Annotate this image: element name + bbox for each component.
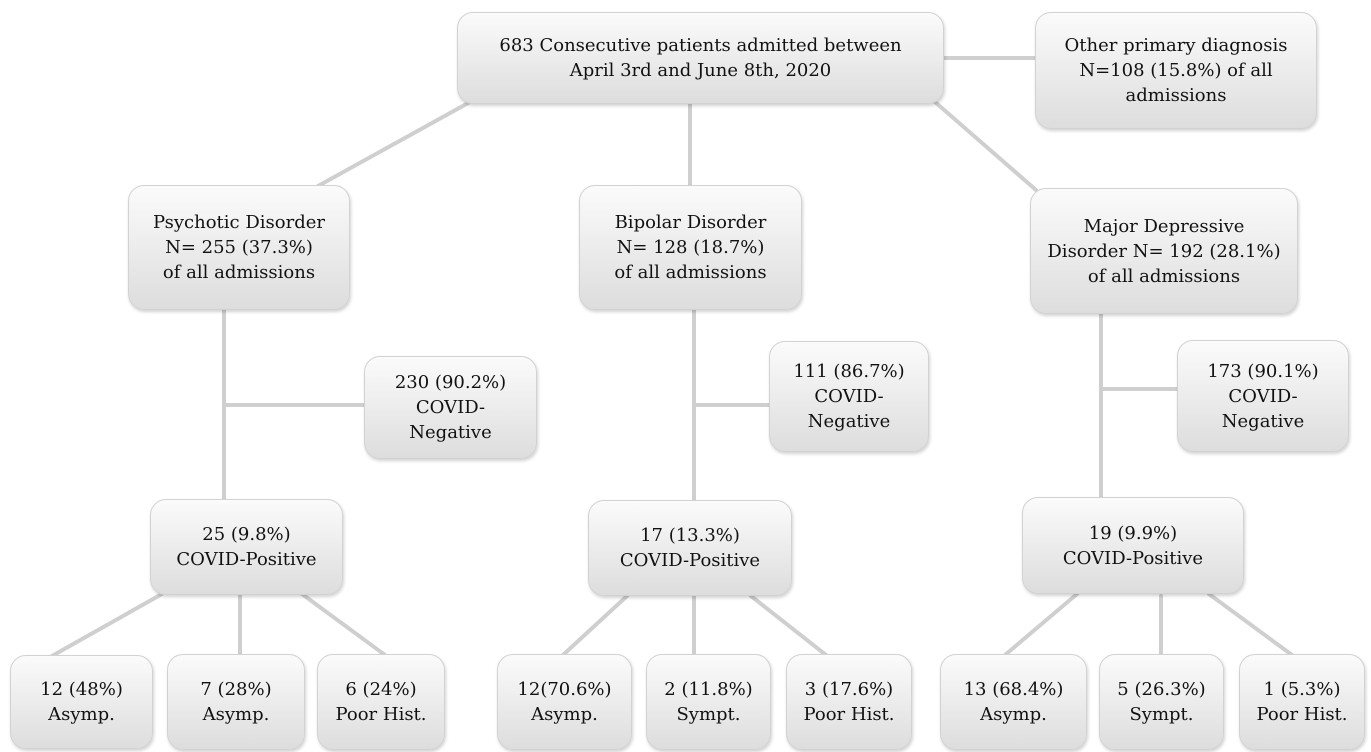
bipolar-covid-positive-text: 17 (13.3%) COVID-Positive <box>620 523 760 573</box>
psychotic-covid-positive-text: 25 (9.8%) COVID-Positive <box>176 522 316 572</box>
psychotic-neg-line-1: 230 (90.2%) <box>394 372 507 393</box>
bipolar-leaf-2-text: 2 (11.8%) Sympt. <box>664 677 752 727</box>
bipolar-dx-line-3: of all admissions <box>614 262 767 283</box>
depressive-leaf-3-line-1: 1 (5.3%) <box>1263 679 1341 700</box>
depressive-leaf-2-box: 5 (26.3%) Sympt. <box>1099 654 1224 750</box>
depressive-leaf-1-box: 13 (68.4%) Asymp. <box>940 654 1087 750</box>
depressive-neg-line-3: Negative <box>1221 410 1305 432</box>
bipolar-neg-line-1: 111 (86.7%) <box>793 361 905 382</box>
depressive-leaf-2-line-2: Sympt. <box>1129 704 1194 725</box>
psychotic-dx-line-1: Psychotic Disorder <box>153 212 325 233</box>
psychotic-pos-line-1: 25 (9.8%) <box>202 524 291 545</box>
depressive-leaf-1-line-2: Asymp. <box>980 704 1047 725</box>
bipolar-covid-negative-text: 111 (86.7%) COVID- Negative <box>793 359 904 434</box>
bipolar-disorder-text: Bipolar Disorder N= 128 (18.7%) of all a… <box>614 210 766 285</box>
other-line-2: N=108 (15.8%) of all <box>1079 60 1273 81</box>
depressive-neg-line-1: 173 (90.1%) <box>1207 360 1319 382</box>
depressive-dx-line-3: of all admissions <box>1087 265 1241 287</box>
bipolar-leaf-3-box: 3 (17.6%) Poor Hist. <box>786 654 912 750</box>
bipolar-leaf-1-text: 12(70.6%) Asymp. <box>517 677 611 727</box>
depressive-leaf-3-text: 1 (5.3%) Poor Hist. <box>1256 677 1347 727</box>
psychotic-leaf-3-text: 6 (24%) Poor Hist. <box>335 677 426 727</box>
bipolar-disorder-box: Bipolar Disorder N= 128 (18.7%) of all a… <box>579 185 802 310</box>
depressive-disorder-text: Major Depressive Disorder N= 192 (28.1%)… <box>1047 214 1280 289</box>
depressive-disorder-box: Major Depressive Disorder N= 192 (28.1%)… <box>1030 188 1298 314</box>
psychotic-leaf-1-line-2: Asymp. <box>48 704 115 725</box>
psychotic-covid-positive-box: 25 (9.8%) COVID-Positive <box>150 499 343 595</box>
psychotic-neg-line-3: Negative <box>409 422 492 443</box>
depressive-pos-line-2: COVID-Positive <box>1062 547 1204 569</box>
bipolar-leaf-3-text: 3 (17.6%) Poor Hist. <box>803 677 894 727</box>
psychotic-covid-negative-text: 230 (90.2%) COVID- Negative <box>395 370 506 445</box>
psychotic-leaf-1-box: 12 (48%) Asymp. <box>10 655 153 749</box>
depressive-leaf-2-text: 5 (26.3%) Sympt. <box>1117 677 1205 727</box>
bipolar-leaf-2-line-1: 2 (11.8%) <box>664 679 753 700</box>
psychotic-leaf-1-line-1: 12 (48%) <box>40 679 123 700</box>
psychotic-leaf-1-text: 12 (48%) Asymp. <box>40 677 123 727</box>
other-diagnosis-text: Other primary diagnosis N=108 (15.8%) of… <box>1065 33 1288 108</box>
psychotic-dx-line-2: N= 255 (37.3%) <box>165 237 313 258</box>
bipolar-leaf-3-line-1: 3 (17.6%) <box>804 679 894 700</box>
depressive-leaf-1-line-1: 13 (68.4%) <box>963 679 1064 700</box>
bipolar-leaf-1-line-1: 12(70.6%) <box>517 679 612 700</box>
depressive-dx-line-2: Disorder N= 192 (28.1%) <box>1047 240 1281 262</box>
root-line-1: 683 Consecutive patients admitted betwee… <box>499 35 902 56</box>
depressive-covid-negative-text: 173 (90.1%) COVID- Negative <box>1207 359 1318 434</box>
bipolar-leaf-3-line-2: Poor Hist. <box>803 704 895 725</box>
depressive-covid-positive-box: 19 (9.9%) COVID-Positive <box>1022 497 1244 594</box>
root-node-text: 683 Consecutive patients admitted betwee… <box>499 33 901 83</box>
psychotic-disorder-box: Psychotic Disorder N= 255 (37.3%) of all… <box>128 185 350 310</box>
depressive-dx-line-1: Major Depressive <box>1083 215 1245 237</box>
psychotic-leaf-2-line-2: Asymp. <box>202 704 270 725</box>
depressive-leaf-3-line-2: Poor Hist. <box>1256 704 1348 725</box>
psychotic-leaf-2-box: 7 (28%) Asymp. <box>167 654 305 750</box>
depressive-neg-line-2: COVID- <box>1228 385 1298 407</box>
bipolar-covid-positive-box: 17 (13.3%) COVID-Positive <box>588 500 792 596</box>
depressive-covid-positive-text: 19 (9.9%) COVID-Positive <box>1063 521 1203 571</box>
depressive-leaf-3-box: 1 (5.3%) Poor Hist. <box>1239 654 1365 750</box>
other-line-1: Other primary diagnosis <box>1064 35 1288 56</box>
bipolar-neg-line-3: Negative <box>807 411 891 432</box>
root-line-2: April 3rd and June 8th, 2020 <box>569 60 832 81</box>
bipolar-leaf-2-line-2: Sympt. <box>676 704 741 725</box>
psychotic-leaf-3-box: 6 (24%) Poor Hist. <box>317 654 445 750</box>
depressive-pos-line-1: 19 (9.9%) <box>1088 522 1178 544</box>
other-diagnosis-box: Other primary diagnosis N=108 (15.8%) of… <box>1035 12 1317 129</box>
psychotic-leaf-2-line-1: 7 (28%) <box>200 679 272 700</box>
bipolar-covid-negative-box: 111 (86.7%) COVID- Negative <box>769 341 929 452</box>
bipolar-dx-line-2: N= 128 (18.7%) <box>616 237 765 258</box>
other-line-3: admissions <box>1125 85 1227 106</box>
bipolar-dx-line-1: Bipolar Disorder <box>614 212 767 233</box>
psychotic-pos-line-2: COVID-Positive <box>176 549 317 570</box>
psychotic-leaf-3-line-1: 6 (24%) <box>345 679 417 700</box>
bipolar-leaf-2-box: 2 (11.8%) Sympt. <box>646 654 771 750</box>
bipolar-leaf-1-box: 12(70.6%) Asymp. <box>497 654 632 750</box>
psychotic-leaf-2-text: 7 (28%) Asymp. <box>200 677 271 727</box>
psychotic-leaf-3-line-2: Poor Hist. <box>335 704 427 725</box>
depressive-leaf-1-text: 13 (68.4%) Asymp. <box>964 677 1064 727</box>
bipolar-pos-line-1: 17 (13.3%) <box>640 525 740 546</box>
psychotic-dx-line-3: of all admissions <box>162 262 316 283</box>
psychotic-covid-negative-box: 230 (90.2%) COVID- Negative <box>364 356 537 459</box>
depressive-leaf-2-line-1: 5 (26.3%) <box>1117 679 1206 700</box>
root-node-box: 683 Consecutive patients admitted betwee… <box>457 12 944 104</box>
bipolar-neg-line-2: COVID- <box>814 386 884 407</box>
bipolar-leaf-1-line-2: Asymp. <box>531 704 598 725</box>
bipolar-pos-line-2: COVID-Positive <box>619 550 761 571</box>
depressive-covid-negative-box: 173 (90.1%) COVID- Negative <box>1177 340 1349 452</box>
psychotic-neg-line-2: COVID- <box>415 397 486 418</box>
psychotic-disorder-text: Psychotic Disorder N= 255 (37.3%) of all… <box>153 210 325 285</box>
